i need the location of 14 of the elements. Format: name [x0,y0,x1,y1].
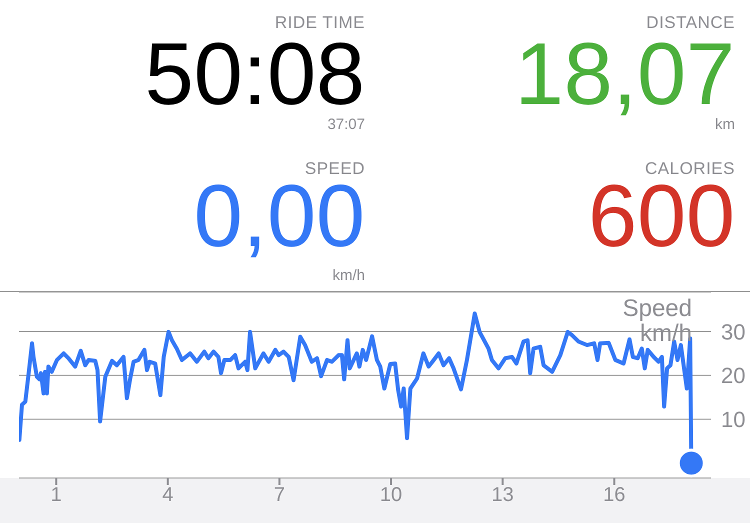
x-tick-label: 16 [603,484,626,506]
text: km [715,116,735,133]
text: 37:07 [327,116,365,133]
x-tick-label: 7 [274,484,285,506]
x-tick-label: 10 [380,484,402,506]
x-tick-label: 1 [50,484,62,506]
x-tick-label: 13 [492,484,514,506]
y-tick-label: 30 [721,319,746,344]
text: SPEED [304,159,365,178]
text: km/h [332,267,365,284]
x-tick-label: 4 [162,484,174,506]
text: CALORIES [645,159,735,178]
y-tick-label: 10 [721,407,746,432]
y-tick-label: 20 [721,363,746,388]
